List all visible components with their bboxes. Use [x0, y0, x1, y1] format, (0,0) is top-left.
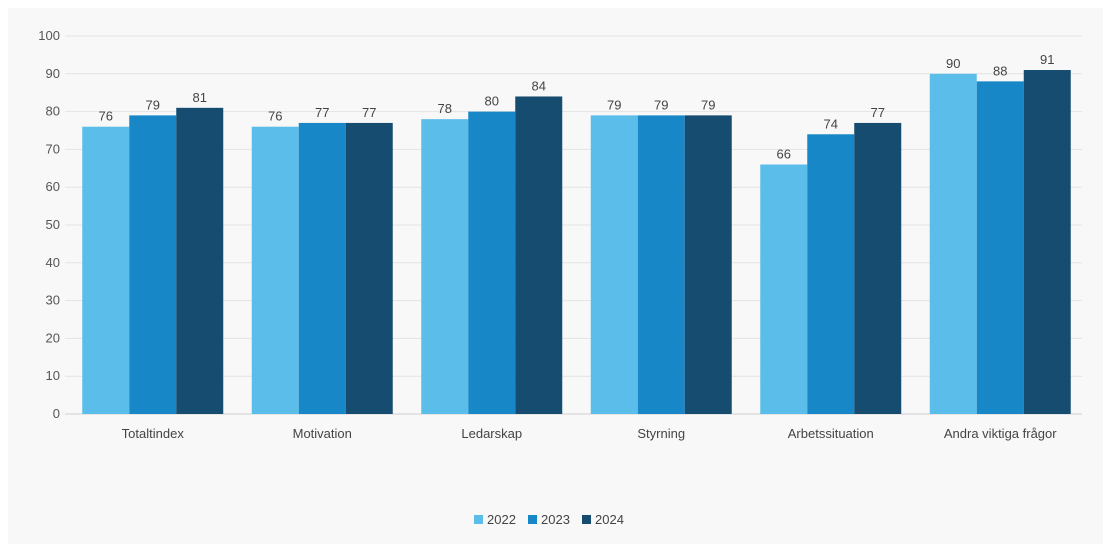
x-axis: Totaltindex Motivation Ledarskap Styrning Ar… — [122, 426, 1058, 441]
bar-2023-totaltindex[interactable] — [129, 115, 177, 414]
y-tick-label: 30 — [46, 293, 60, 308]
legend-label: 2024 — [595, 512, 624, 527]
chart-card: 0 10 20 30 40 50 60 70 80 90 100 76 79 81 76 77 77 78 80 8… — [8, 8, 1103, 544]
x-category-label: Styrning — [637, 426, 685, 441]
x-category-label: Andra viktiga frågor — [944, 426, 1057, 441]
x-category-label: Ledarskap — [461, 426, 522, 441]
legend-label: 2022 — [487, 512, 516, 527]
bar-2023-andra-viktiga-frågor[interactable] — [976, 81, 1024, 415]
legend-swatch — [474, 515, 483, 524]
y-tick-label: 0 — [53, 406, 60, 421]
bar-2023-styrning[interactable] — [637, 115, 685, 414]
y-tick-label: 50 — [46, 217, 60, 232]
legend-swatch — [528, 515, 537, 524]
legend[interactable]: 2022 2023 2024 — [474, 512, 624, 527]
x-category-label: Totaltindex — [122, 426, 185, 441]
bar-2024-arbetssituation[interactable] — [854, 122, 902, 414]
data-label: 79 — [607, 97, 621, 112]
bar-2022-styrning[interactable] — [590, 115, 638, 414]
legend-swatch — [582, 515, 591, 524]
bar-2022-arbetssituation[interactable] — [760, 164, 808, 414]
data-label: 77 — [362, 105, 376, 120]
bars — [82, 70, 1071, 415]
data-label: 77 — [871, 105, 885, 120]
bar-2022-andra-viktiga-frågor[interactable] — [929, 73, 977, 415]
data-label: 78 — [438, 101, 452, 116]
y-tick-label: 90 — [46, 66, 60, 81]
data-label: 81 — [193, 90, 207, 105]
bar-2022-motivation[interactable] — [251, 126, 299, 414]
data-label: 91 — [1040, 52, 1054, 67]
y-tick-label: 60 — [46, 179, 60, 194]
data-label: 77 — [315, 105, 329, 120]
bar-2023-ledarskap[interactable] — [468, 111, 516, 414]
data-label: 74 — [824, 116, 838, 131]
data-label: 76 — [99, 109, 113, 124]
y-tick-label: 70 — [46, 141, 60, 156]
legend-item-2024[interactable]: 2024 — [582, 512, 624, 527]
bar-2024-ledarskap[interactable] — [515, 96, 563, 414]
legend-item-2023[interactable]: 2023 — [528, 512, 570, 527]
legend-item-2022[interactable]: 2022 — [474, 512, 516, 527]
bar-2024-styrning[interactable] — [684, 115, 732, 414]
bar-2023-arbetssituation[interactable] — [807, 134, 855, 414]
data-label: 88 — [993, 63, 1007, 78]
y-tick-label: 40 — [46, 255, 60, 270]
data-labels: 76 79 81 76 77 77 78 80 84 79 79 79 66 74 77 90 88 91 — [99, 52, 1055, 162]
gridlines — [65, 35, 1082, 415]
bar-2022-ledarskap[interactable] — [421, 119, 469, 414]
bar-2023-motivation[interactable] — [298, 122, 346, 414]
data-label: 84 — [532, 78, 546, 93]
bar-2024-motivation[interactable] — [345, 122, 393, 414]
data-label: 79 — [146, 97, 160, 112]
y-axis: 0 10 20 30 40 50 60 70 80 90 100 — [38, 28, 60, 421]
data-label: 79 — [654, 97, 668, 112]
data-label: 90 — [946, 56, 960, 71]
y-tick-label: 80 — [46, 104, 60, 119]
bar-2022-totaltindex[interactable] — [82, 126, 130, 414]
y-tick-label: 20 — [46, 330, 60, 345]
data-label: 80 — [485, 94, 499, 109]
data-label: 76 — [268, 109, 282, 124]
bar-chart: 0 10 20 30 40 50 60 70 80 90 100 76 79 81 76 77 77 78 80 8… — [38, 28, 1082, 527]
x-category-label: Motivation — [293, 426, 352, 441]
x-category-label: Arbetssituation — [788, 426, 874, 441]
data-label: 66 — [777, 147, 791, 162]
legend-label: 2023 — [541, 512, 570, 527]
data-label: 79 — [701, 97, 715, 112]
bar-2024-andra-viktiga-frågor[interactable] — [1023, 70, 1071, 414]
y-tick-label: 100 — [38, 28, 60, 43]
bar-2024-totaltindex[interactable] — [176, 107, 224, 414]
y-tick-label: 10 — [46, 368, 60, 383]
